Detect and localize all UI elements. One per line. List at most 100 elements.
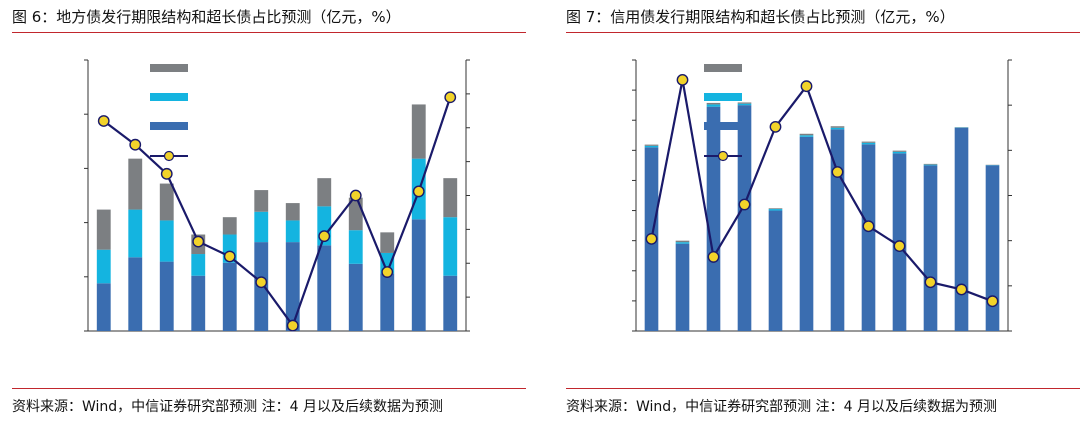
bar-segment <box>128 257 143 331</box>
bar-segment <box>923 165 938 331</box>
chart-panel-local-bonds: 图 6：地方债发行期限结构和超长债占比预测（亿元，%） 资料来源：Wind，中信… <box>12 0 532 448</box>
legend-marker <box>717 150 729 162</box>
bar-segment <box>285 242 300 331</box>
bar-segment <box>443 217 458 276</box>
chart-title: 图 6：地方债发行期限结构和超长债占比预测（亿元，%） <box>12 8 401 26</box>
bar-segment <box>285 203 300 221</box>
bar-segment <box>411 219 426 331</box>
ratio-marker <box>129 138 142 151</box>
bottom-rule <box>566 388 1080 389</box>
ratio-marker <box>645 232 658 245</box>
ratio-marker <box>800 80 813 93</box>
bar-segment <box>675 242 690 244</box>
ratio-marker <box>676 73 689 86</box>
ratio-marker <box>955 283 968 296</box>
ratio-line <box>103 96 452 328</box>
bar-segment <box>644 144 659 146</box>
bar-segment <box>799 133 814 136</box>
bar-segment <box>675 243 690 331</box>
ratio-marker <box>286 319 299 332</box>
ratio-marker <box>444 91 457 104</box>
ratio-marker <box>318 230 331 243</box>
chart-panel-credit-bonds: 图 7：信用债发行期限结构和超长债占比预测（亿元，%） 资料来源：Wind，中信… <box>566 0 1080 448</box>
ratio-marker <box>192 235 205 248</box>
bar-segment <box>737 105 752 332</box>
source-note: 资料来源：Wind，中信证券研究部预测 注：4 月以及后续数据为预测 <box>12 399 443 415</box>
bar-segment <box>830 127 845 130</box>
bar-segment <box>96 283 111 331</box>
ratio-marker <box>255 276 268 289</box>
bar-segment <box>285 220 300 243</box>
bar-segment <box>923 164 938 166</box>
bar-segment <box>892 150 907 152</box>
legend-swatch <box>150 64 188 72</box>
bar-segment <box>737 102 752 104</box>
top-rule <box>12 32 526 33</box>
legend-swatch <box>704 93 742 101</box>
ratio-marker <box>893 240 906 252</box>
bar-segment <box>923 163 938 165</box>
bar-segment <box>985 165 1000 331</box>
bar-segment <box>768 208 783 210</box>
bar-segment <box>380 273 395 331</box>
ratio-marker <box>924 276 937 289</box>
ratio-marker <box>986 295 999 308</box>
source-note: 资料来源：Wind，中信证券研究部预测 注：4 月以及后续数据为预测 <box>566 399 997 415</box>
legend-marker <box>163 150 175 162</box>
bar-segment <box>799 136 814 331</box>
ratio-marker <box>349 189 362 202</box>
bar-segment <box>861 141 876 143</box>
bar-segment <box>222 217 237 235</box>
bar-segment <box>768 210 783 331</box>
bar-segment <box>191 275 206 331</box>
bar-segment <box>159 261 174 331</box>
ratio-marker <box>831 166 844 178</box>
bar-segment <box>706 104 721 107</box>
ratio-marker <box>160 167 173 180</box>
ratio-marker <box>862 220 875 233</box>
bar-segment <box>317 245 332 331</box>
bar-segment <box>96 209 111 250</box>
ratio-marker <box>97 115 110 127</box>
bar-segment <box>443 275 458 331</box>
bar-segment <box>317 178 332 207</box>
bar-segment <box>128 158 143 210</box>
bar-segment <box>737 103 752 106</box>
bottom-rule <box>12 388 526 389</box>
ratio-marker <box>381 266 394 278</box>
ratio-marker <box>707 251 720 263</box>
bar-segment <box>954 127 969 331</box>
bar-segment <box>768 209 783 211</box>
legend-swatch <box>704 64 742 72</box>
bar-segment <box>443 178 458 218</box>
chart-local-bond-maturity <box>84 59 470 332</box>
ratio-line <box>650 79 993 303</box>
bar-segment <box>675 240 690 243</box>
bar-segment <box>254 211 269 243</box>
bar-segment <box>706 106 721 331</box>
bar-segment <box>96 249 111 284</box>
chart-credit-bond-maturity <box>632 59 1012 332</box>
legend-swatch <box>704 122 742 130</box>
ratio-marker <box>412 185 425 198</box>
bar-segment <box>644 145 659 148</box>
bar-segment <box>348 263 363 331</box>
chart-title: 图 7：信用债发行期限结构和超长债占比预测（亿元，%） <box>566 8 955 26</box>
ratio-marker <box>223 250 236 263</box>
bar-segment <box>159 183 174 221</box>
bar-segment <box>706 102 721 105</box>
ratio-marker <box>769 120 782 133</box>
top-rule <box>566 32 1080 33</box>
legend-swatch <box>150 93 188 101</box>
bar-segment <box>799 135 814 137</box>
bar-segment <box>191 254 206 276</box>
bar-segment <box>861 142 876 145</box>
ratio-marker <box>738 198 751 211</box>
bar-segment <box>830 126 845 128</box>
bar-segment <box>128 209 143 258</box>
bar-segment <box>222 262 237 331</box>
bar-segment <box>348 230 363 264</box>
bar-segment <box>411 104 426 159</box>
bar-segment <box>380 232 395 253</box>
bar-segment <box>254 190 269 212</box>
